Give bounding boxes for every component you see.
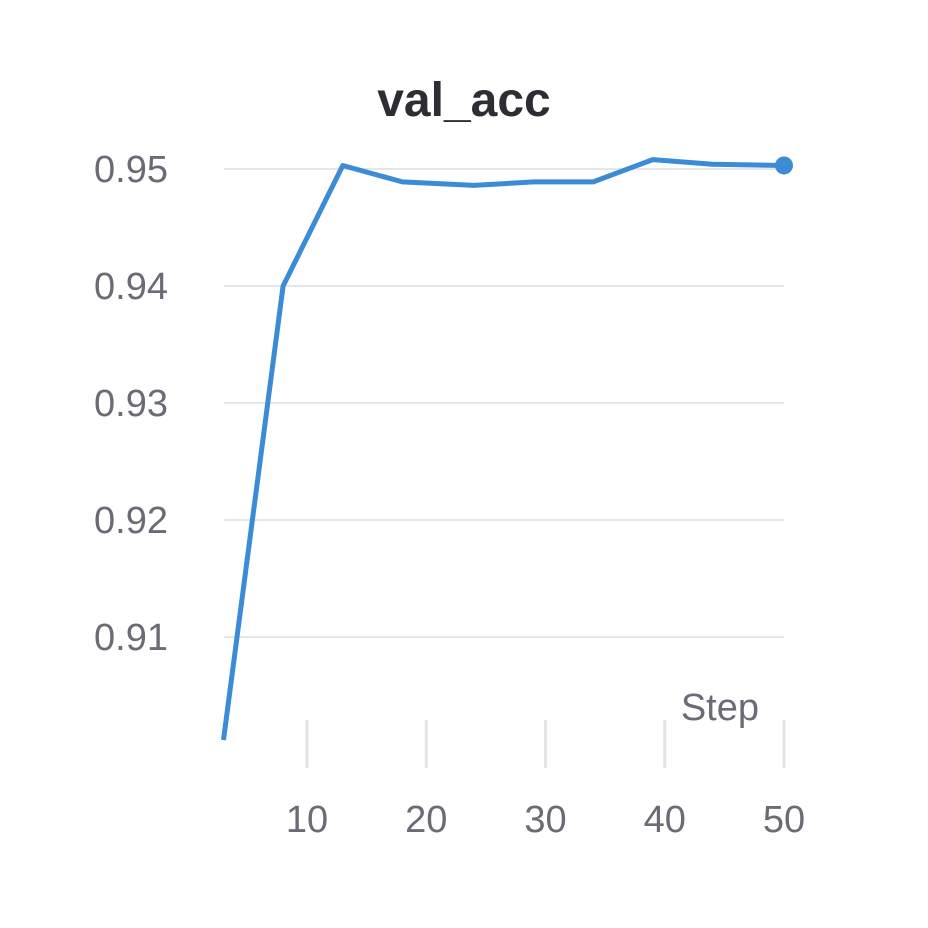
x-axis-label: Step <box>681 687 759 729</box>
series-line <box>221 157 785 741</box>
y-tick-label: 0.94 <box>94 266 168 308</box>
x-axis: 10 20 30 40 50 <box>286 720 805 841</box>
y-tick-label: 0.95 <box>94 149 168 191</box>
x-tick-label: 50 <box>763 799 805 841</box>
y-tick-label: 0.92 <box>94 500 168 542</box>
x-tick-label: 20 <box>405 799 447 841</box>
x-tick-label: 30 <box>524 799 566 841</box>
y-axis: 0.91 0.92 0.93 0.94 0.95 <box>94 149 168 659</box>
y-tick-label: 0.91 <box>94 617 168 659</box>
y-tick-label: 0.93 <box>94 383 168 425</box>
series-layer <box>221 156 793 741</box>
chart-title: val_acc <box>377 74 551 127</box>
x-tick-label: 10 <box>286 799 328 841</box>
last-point-marker <box>775 156 793 175</box>
grid-lines <box>224 168 784 638</box>
x-tick-label: 40 <box>644 799 686 841</box>
